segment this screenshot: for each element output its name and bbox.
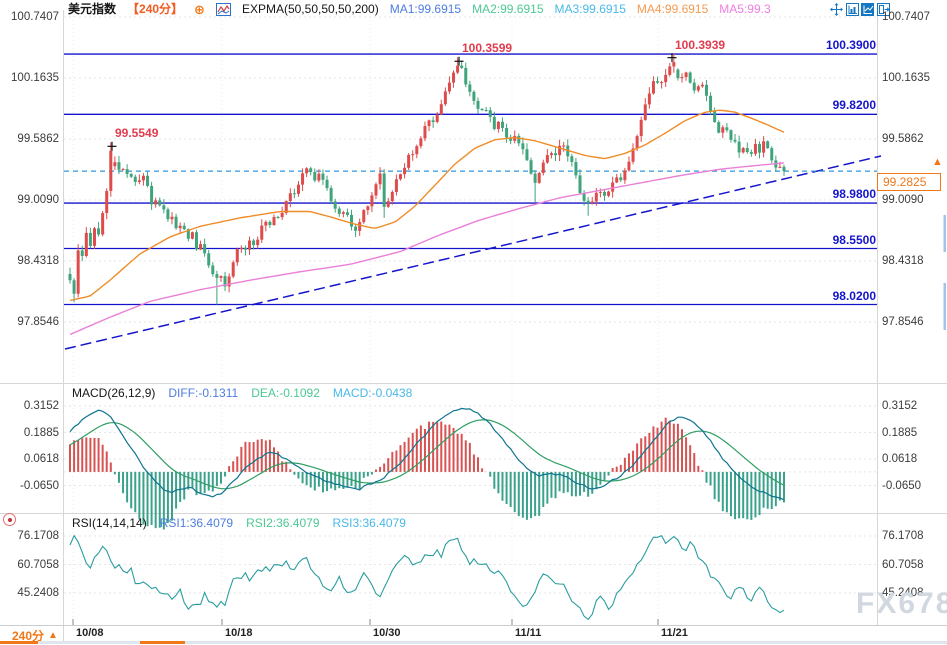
level-label: 100.3900 (825, 38, 876, 53)
price-annotation: 100.3939 (675, 37, 726, 52)
x-axis-date-label: 11/21 (661, 627, 688, 639)
price-axis-label-right: 99.0090 (882, 194, 924, 206)
macd-axis-label-left: -0.0650 (19, 479, 59, 492)
price-axis-label-left: 98.4318 (17, 255, 59, 267)
exit-chart-icon[interactable] (876, 3, 890, 16)
price-annotation: 99.5549 (115, 126, 159, 141)
rsi-title: RSI(14,14,14) (72, 516, 147, 530)
macd-axis-label-left: 0.0618 (23, 453, 59, 465)
bottombar-separator (63, 626, 64, 642)
price-axis-label-right: 97.8546 (882, 316, 924, 328)
timeframe-label[interactable]: 【240分】 (127, 2, 184, 16)
rsi-value-label: RSI2:36.4079 (246, 516, 320, 530)
pan-icon[interactable] (830, 3, 843, 16)
fit-y-axis-icon[interactable] (861, 3, 874, 16)
macd-values-list: DIFF:-0.1311 DEA:-0.1092 MACD:-0.0438 (168, 386, 412, 400)
current-price-badge: 99.2825 (877, 173, 941, 191)
rsi-values-list: RSI1:36.4079 RSI2:36.4079 RSI3:36.4079 (160, 516, 406, 530)
crosshair-locate-icon[interactable] (3, 513, 16, 526)
ma-value-label: MA3:99.6915 (554, 2, 626, 16)
price-axis-label-right: 99.5862 (882, 133, 924, 145)
price-axis-label-left: 99.5862 (17, 133, 59, 145)
indicator-name: EXPMA(50,50,50,50,200) (241, 2, 379, 16)
fit-x-axis-icon[interactable] (845, 3, 859, 16)
level-label: 98.9800 (832, 187, 876, 202)
ma-value-label: MA1:99.6915 (389, 2, 462, 16)
price-axis-label-right: 100.7407 (882, 11, 930, 23)
macd-axis-label-right: 0.0618 (882, 453, 918, 465)
symbol-title: 美元指数 (68, 2, 117, 16)
price-axis-label-left: 100.7407 (11, 11, 59, 23)
rsi-axis-label-left: 45.2408 (17, 587, 59, 599)
x-axis-date-label: 10/30 (373, 627, 401, 639)
level-label: 98.0200 (832, 288, 876, 303)
chart-type-icon[interactable] (215, 3, 231, 16)
rsi-axis-label-right: 45.2408 (882, 587, 924, 599)
price-axis-label-left: 100.1635 (11, 72, 59, 84)
scrollbar-track[interactable] (0, 641, 947, 644)
price-axis-label-left: 99.0090 (17, 194, 59, 206)
ma-value-label: MA4:99.6915 (636, 2, 709, 16)
macd-axis-label-right: -0.0650 (882, 479, 922, 492)
timeframe-tab[interactable]: 240分 ▲ (12, 627, 58, 644)
add-indicator-icon[interactable]: ⊕ (194, 2, 205, 17)
ma-values-list: MA1:99.6915 MA2:99.6915 MA3:99.6915 MA4:99.… (390, 2, 771, 17)
rsi-axis-label-right: 60.7058 (882, 558, 924, 571)
macd-axis-label-right: 0.3152 (882, 400, 918, 412)
scrollbar-thumb[interactable] (140, 641, 185, 644)
macd-axis-label-right: 0.1885 (882, 426, 918, 439)
level-label: 98.5500 (832, 232, 876, 247)
price-annotation: 100.3599 (462, 41, 513, 56)
macd-value-label: DEA:-0.1092 (251, 386, 320, 400)
macd-value-label: DIFF:-0.1311 (168, 386, 239, 400)
x-axis-date-label: 11/11 (515, 627, 542, 639)
macd-axis-label-left: 0.3152 (23, 400, 59, 412)
ma-value-label: MA2:99.6915 (472, 2, 544, 16)
rsi-axis-label-left: 76.1708 (17, 530, 59, 542)
price-axis-label-left: 97.8546 (17, 316, 59, 328)
price-up-arrow-icon: ▲ (932, 156, 943, 168)
watermark: FX678 (856, 587, 947, 620)
macd-title: MACD(26,12,9) (72, 386, 156, 400)
ma-value-label: MA5:99.3 (719, 2, 771, 16)
rsi-value-label: RSI1:36.4079 (159, 516, 234, 530)
price-axis-label-right: 100.1635 (882, 72, 930, 84)
macd-axis-label-left: 0.1885 (23, 426, 59, 439)
x-axis-date-label: 10/08 (76, 627, 104, 639)
timeframe-tab-arrow-icon: ▲ (48, 630, 58, 641)
tab-underline (0, 641, 38, 644)
price-panel-header: 美元指数 【240分】 ⊕ EXPMA(50,50,50,50,200) MA1… (68, 2, 771, 17)
rsi-axis-label-right: 76.1708 (882, 530, 924, 542)
x-axis-date-label: 10/18 (225, 627, 253, 639)
level-label: 99.8200 (832, 98, 876, 113)
macd-panel-header: MACD(26,12,9) DIFF:-0.1311 DEA:-0.1092 MAC… (72, 386, 412, 400)
timeframe-tab-label: 240分 (12, 629, 45, 643)
price-axis-label-right: 98.4318 (882, 255, 924, 267)
rsi-axis-label-left: 60.7058 (17, 558, 59, 571)
rsi-panel-header: RSI(14,14,14) RSI1:36.4079 RSI2:36.4079 RS… (72, 516, 406, 530)
macd-value-label: MACD:-0.0438 (332, 386, 413, 400)
rsi-value-label: RSI3:36.4079 (332, 516, 406, 530)
